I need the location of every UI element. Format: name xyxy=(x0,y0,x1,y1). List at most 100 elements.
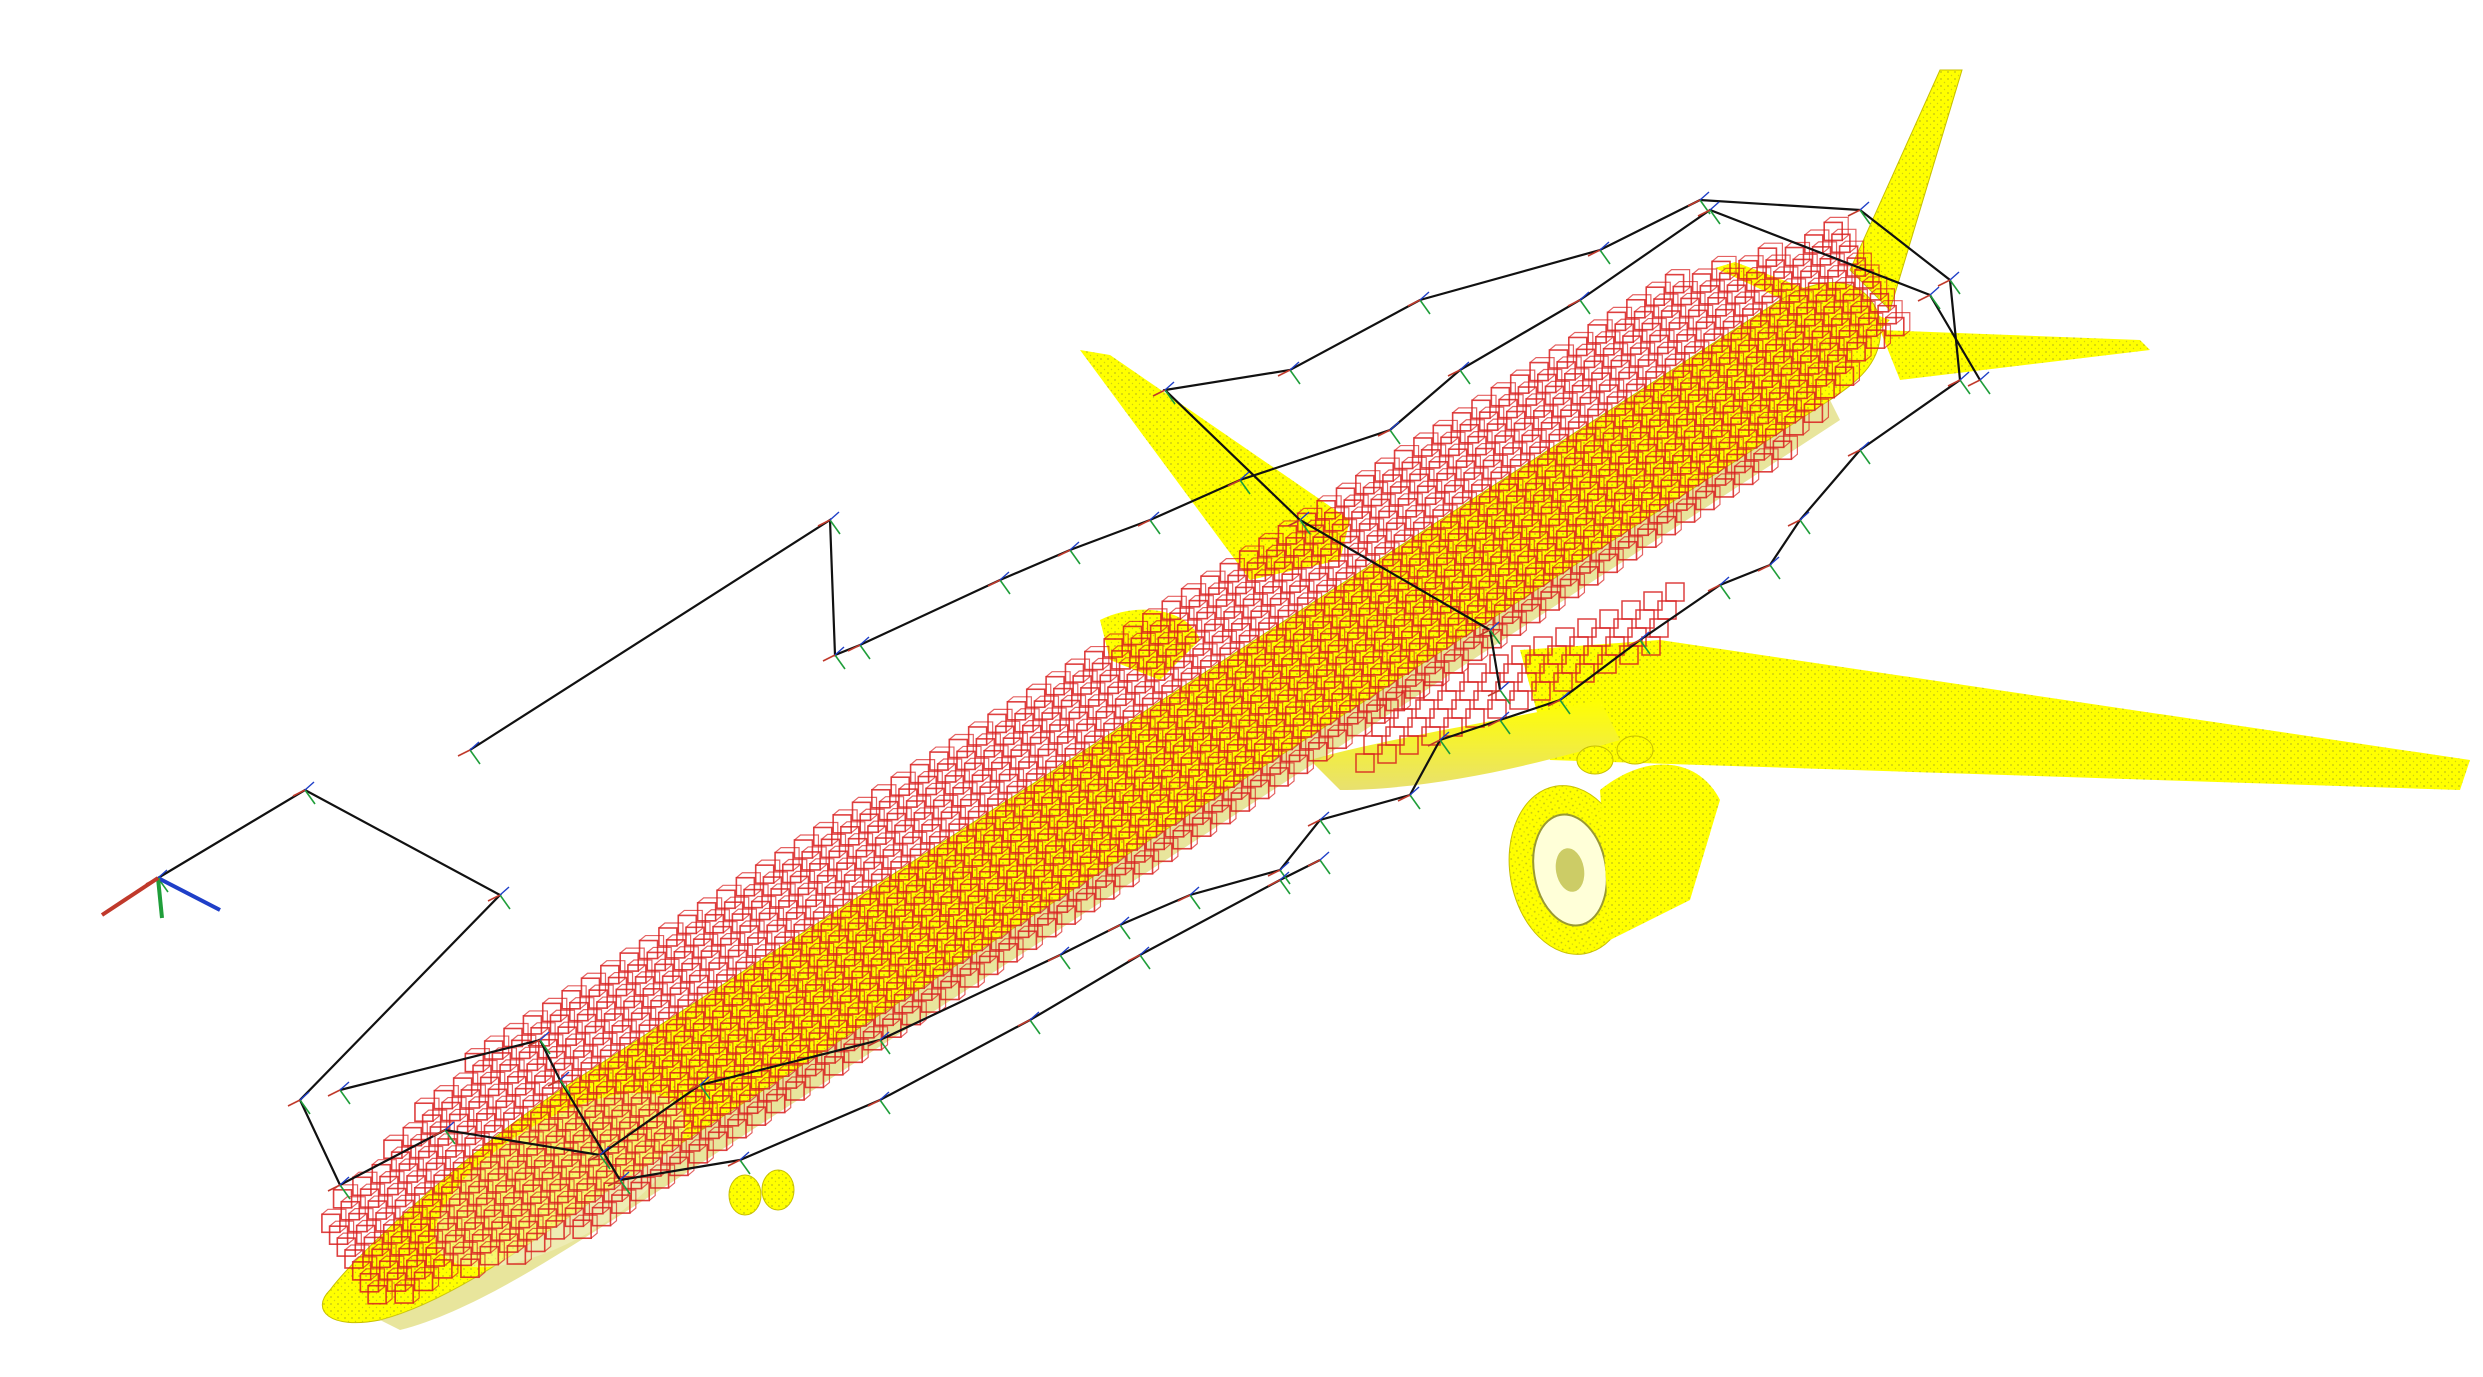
voxel-cube xyxy=(715,969,742,994)
voxel-cube xyxy=(1064,827,1090,853)
voxel-cube xyxy=(1784,241,1811,267)
voxel-cube xyxy=(1722,315,1749,341)
voxel-cube xyxy=(1498,478,1524,504)
voxel-cube xyxy=(1362,566,1388,592)
camera-frame-icon xyxy=(1697,201,1721,225)
voxel-cube xyxy=(367,1195,393,1220)
voxel-cube xyxy=(328,1220,355,1245)
voxel-cube xyxy=(1079,766,1106,792)
voxel-cube xyxy=(793,1003,819,1029)
voxel-cube xyxy=(843,954,869,979)
voxel-cube xyxy=(623,995,649,1021)
voxel-cube xyxy=(1629,427,1655,452)
voxel-cube xyxy=(987,708,1013,734)
voxel-cube xyxy=(1408,553,1435,578)
voxel-cube xyxy=(1404,589,1431,615)
voxel-cube xyxy=(924,867,951,892)
voxel-cube xyxy=(1597,654,1617,674)
voxel-cube xyxy=(572,1129,598,1155)
voxel-cube xyxy=(1505,490,1532,515)
voxel-cube xyxy=(1761,290,1787,316)
voxel-cube xyxy=(1672,450,1698,475)
voxel-cube xyxy=(743,968,769,994)
voxel-cube xyxy=(708,957,734,982)
voxel-cube xyxy=(1130,802,1156,827)
voxel-cube xyxy=(444,1229,471,1255)
voxel-cube xyxy=(680,1127,707,1152)
voxel-cube xyxy=(441,1096,467,1122)
voxel-cube xyxy=(1180,752,1206,777)
voxel-cube xyxy=(1149,789,1175,814)
camera-frame-icon xyxy=(1487,681,1511,705)
voxel-cube xyxy=(1338,700,1365,725)
camera-frame-icon xyxy=(487,886,511,910)
voxel-cube xyxy=(657,1091,684,1117)
voxel-cube xyxy=(1145,741,1172,766)
voxel-cube xyxy=(394,1194,420,1220)
voxel-cube xyxy=(1664,353,1690,379)
voxel-cube xyxy=(1487,699,1507,719)
voxel-cube xyxy=(1753,363,1779,388)
voxel-cube xyxy=(437,1217,463,1243)
voxel-cube xyxy=(1811,325,1837,351)
voxel-cube xyxy=(828,845,854,871)
voxel-cube xyxy=(746,1016,773,1042)
voxel-cube xyxy=(340,1196,366,1221)
voxel-cube xyxy=(1242,678,1268,703)
voxel-cube xyxy=(1161,595,1187,621)
voxel-cube xyxy=(1207,582,1234,607)
voxel-cube xyxy=(913,807,939,832)
voxel-cube xyxy=(1660,474,1686,500)
voxel-cube xyxy=(1610,355,1636,380)
voxel-cube xyxy=(1408,638,1435,663)
voxel-cube xyxy=(1664,438,1690,463)
voxel-cube xyxy=(1207,751,1233,777)
voxel-cube xyxy=(920,988,947,1013)
voxel-cube xyxy=(1114,778,1140,803)
voxel-cube xyxy=(731,908,757,933)
voxel-cube xyxy=(1513,502,1539,527)
voxel-cube xyxy=(1730,327,1756,353)
voxel-cube xyxy=(847,833,874,858)
voxel-cube xyxy=(1517,466,1543,491)
voxel-cube xyxy=(607,1141,633,1166)
voxel-cube xyxy=(940,806,966,832)
voxel-cube xyxy=(832,809,858,834)
voxel-cube xyxy=(1606,475,1632,501)
voxel-cube xyxy=(1319,712,1346,738)
voxel-cube xyxy=(898,783,924,808)
voxel-cube xyxy=(1467,431,1493,456)
voxel-cube xyxy=(975,733,1001,758)
camera-frame-icon xyxy=(1307,851,1331,875)
voxel-cube xyxy=(843,869,870,894)
voxel-cube xyxy=(1137,813,1164,839)
voxel-cube xyxy=(1149,620,1176,645)
voxel-cube xyxy=(1490,551,1516,576)
voxel-cube xyxy=(1424,492,1450,517)
voxel-cube xyxy=(859,893,885,918)
voxel-cube xyxy=(1621,415,1648,440)
voxel-cube xyxy=(1203,618,1230,644)
voxel-cube xyxy=(433,1254,459,1279)
voxel-cube xyxy=(1463,467,1489,492)
voxel-cube xyxy=(1529,441,1555,467)
voxel-cube xyxy=(599,1129,626,1154)
voxel-cube xyxy=(719,1017,746,1042)
voxel-cube xyxy=(1067,876,1094,901)
voxel-cube xyxy=(352,1171,378,1197)
voxel-cube xyxy=(530,1106,556,1132)
voxel-cube xyxy=(1644,450,1671,476)
voxel-cube xyxy=(1401,541,1427,566)
voxel-cube xyxy=(1346,627,1373,652)
voxel-cube xyxy=(588,984,614,1009)
voxel-cube xyxy=(1238,630,1265,655)
voxel-cube xyxy=(998,853,1024,878)
voxel-cube xyxy=(801,846,827,871)
voxel-cube xyxy=(1288,665,1315,690)
voxel-cube xyxy=(1281,568,1307,593)
voxel-cube xyxy=(1370,663,1396,688)
voxel-cube xyxy=(1324,507,1350,532)
voxel-cube xyxy=(1505,405,1532,431)
